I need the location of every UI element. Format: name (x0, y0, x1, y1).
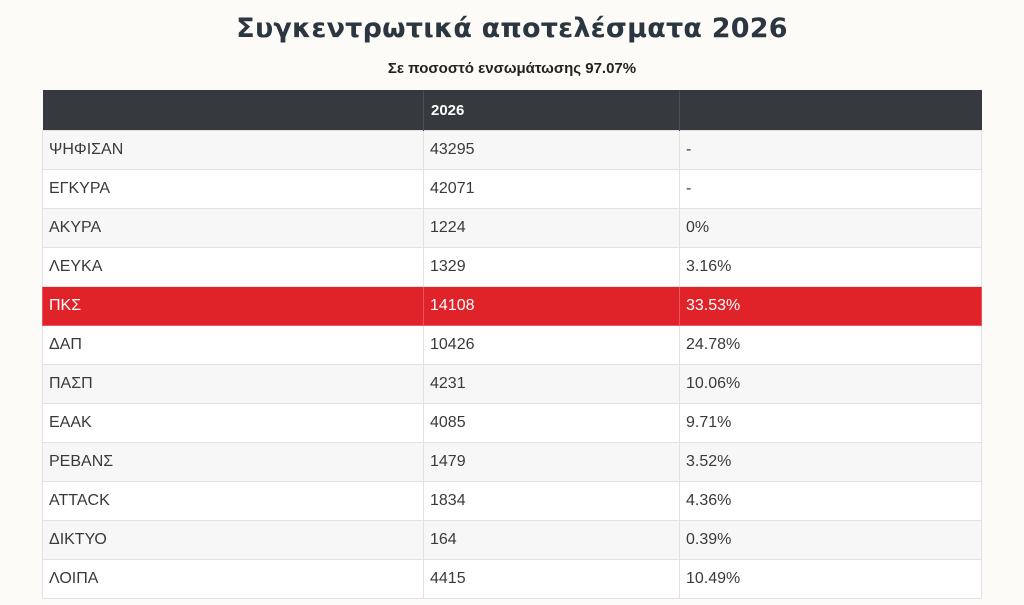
row-percent: 24.78% (679, 325, 982, 365)
header-cell-label (42, 90, 424, 131)
row-percent: 0% (679, 208, 982, 248)
table-row: ΛΕΥΚΑ 1329 3.16% (42, 247, 982, 287)
row-votes: 1834 (423, 481, 680, 521)
row-votes: 14108 (423, 286, 680, 326)
row-label: ΛΕΥΚΑ (42, 247, 424, 287)
row-votes: 164 (423, 520, 680, 560)
table-header-row: 2026 (42, 90, 982, 131)
results-table: 2026 ΨΗΦΙΣΑΝ 43295 - ΕΓΚΥΡΑ 42071 - ΑΚΥΡ… (42, 90, 982, 599)
table-row: ΕΑΑΚ 4085 9.71% (42, 403, 982, 443)
header-cell-year: 2026 (423, 90, 680, 131)
row-percent: 10.06% (679, 364, 982, 404)
table-row: ATTACK 1834 4.36% (42, 481, 982, 521)
row-votes: 4231 (423, 364, 680, 404)
row-percent: 33.53% (679, 286, 982, 326)
page-subtitle: Σε ποσοστό ενσωμάτωσης 97.07% (387, 60, 637, 77)
row-label: ΨΗΦΙΣΑΝ (42, 130, 424, 170)
page-title: Συγκεντρωτικά αποτελέσματα 2026 (236, 13, 788, 44)
table-row: ΡΕΒΑΝΣ 1479 3.52% (42, 442, 982, 482)
row-votes: 43295 (423, 130, 680, 170)
header-cell-percent (679, 90, 982, 131)
row-percent: 4.36% (679, 481, 982, 521)
row-percent: 9.71% (679, 403, 982, 443)
table-row: ΠΑΣΠ 4231 10.06% (42, 364, 982, 404)
row-percent: - (679, 169, 982, 209)
row-votes: 1329 (423, 247, 680, 287)
row-votes: 1479 (423, 442, 680, 482)
row-votes: 4085 (423, 403, 680, 443)
table-row: ΛΟΙΠΑ 4415 10.49% (42, 559, 982, 599)
row-label: ΠΑΣΠ (42, 364, 424, 404)
table-row: ΔΑΠ 10426 24.78% (42, 325, 982, 365)
row-label: ΑΚΥΡΑ (42, 208, 424, 248)
row-label: ATTACK (42, 481, 424, 521)
row-label: ΕΓΚΥΡΑ (42, 169, 424, 209)
row-percent: 3.52% (679, 442, 982, 482)
row-label: ΡΕΒΑΝΣ (42, 442, 424, 482)
row-label: ΔΙΚΤΥΟ (42, 520, 424, 560)
row-label: ΠΚΣ (42, 286, 424, 326)
row-votes: 1224 (423, 208, 680, 248)
row-label: ΕΑΑΚ (42, 403, 424, 443)
table-row: ΑΚΥΡΑ 1224 0% (42, 208, 982, 248)
row-label: ΛΟΙΠΑ (42, 559, 424, 599)
table-row: ΨΗΦΙΣΑΝ 43295 - (42, 130, 982, 170)
table-row: ΔΙΚΤΥΟ 164 0.39% (42, 520, 982, 560)
row-percent: 3.16% (679, 247, 982, 287)
row-percent: - (679, 130, 982, 170)
row-votes: 4415 (423, 559, 680, 599)
table-row: ΕΓΚΥΡΑ 42071 - (42, 169, 982, 209)
table-row-highlighted: ΠΚΣ 14108 33.53% (42, 286, 982, 326)
row-votes: 10426 (423, 325, 680, 365)
row-percent: 10.49% (679, 559, 982, 599)
row-percent: 0.39% (679, 520, 982, 560)
row-label: ΔΑΠ (42, 325, 424, 365)
row-votes: 42071 (423, 169, 680, 209)
